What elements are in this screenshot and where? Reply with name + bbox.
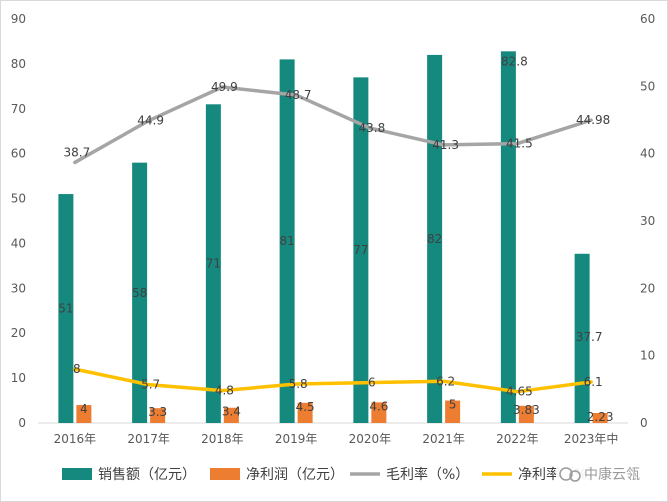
x-tick-label: 2023年中 — [564, 431, 619, 446]
y-left-tick: 90 — [11, 12, 26, 26]
data-label-sales: 51 — [58, 302, 73, 316]
bar-sales — [58, 194, 74, 423]
data-label-net-profit: 3.4 — [222, 405, 241, 419]
y-left-tick: 0 — [18, 416, 26, 430]
data-label-net-margin: 4.8 — [215, 384, 234, 398]
y-right-tick: 60 — [640, 12, 655, 26]
y-left-tick: 70 — [11, 102, 26, 116]
y-left-tick: 60 — [11, 147, 26, 161]
x-tick-label: 2016年 — [54, 432, 97, 446]
data-label-gross-margin: 41.3 — [432, 138, 459, 152]
y-left-tick: 50 — [11, 192, 26, 206]
bar-net-profit — [297, 402, 313, 423]
bar-sales — [132, 162, 148, 423]
watermark-logo-icon — [559, 467, 581, 482]
bar-sales — [205, 104, 221, 424]
legend-label: 毛利率（%） — [386, 466, 469, 483]
x-tick-label: 2020年 — [349, 432, 392, 446]
x-tick-label: 2022年 — [496, 432, 539, 446]
data-label-sales: 82.8 — [501, 54, 528, 68]
bar-net-profit — [592, 412, 608, 423]
data-label-net-profit: 3.83 — [513, 403, 540, 417]
bar-sales — [353, 77, 369, 423]
x-tick-label: 2019年 — [275, 432, 318, 446]
data-label-gross-margin: 41.5 — [506, 137, 533, 151]
line-net-margin — [73, 367, 593, 394]
data-label-gross-margin: 48.7 — [285, 88, 312, 102]
bar-net-profit — [518, 405, 534, 423]
y-left-tick: 80 — [11, 57, 26, 71]
bar-net-profit — [371, 402, 387, 423]
data-label-net-profit: 4.5 — [296, 400, 315, 414]
legend-swatch — [62, 468, 92, 480]
legend-label: 销售额（亿元） — [98, 467, 196, 483]
data-label-sales: 81 — [279, 234, 294, 248]
data-label-net-margin: 6 — [368, 376, 376, 390]
y-left-tick: 30 — [11, 281, 26, 295]
y-right-tick: 30 — [640, 214, 655, 228]
data-label-gross-margin: 49.9 — [211, 80, 238, 94]
x-tick-label: 2017年 — [127, 432, 170, 446]
watermark-text: 中康云瓴 — [584, 466, 640, 483]
y-left-tick: 10 — [11, 371, 26, 385]
data-label-net-margin: 6.2 — [436, 374, 455, 388]
bar-sales — [279, 59, 295, 424]
bar-net-profit — [445, 400, 461, 423]
data-label-net-profit: 5 — [449, 398, 457, 412]
bar-net-profit — [150, 408, 166, 423]
data-label-net-margin: 5.8 — [289, 377, 308, 391]
x-tick-label: 2021年 — [422, 432, 465, 446]
data-label-sales: 37.7 — [576, 330, 603, 344]
data-label-gross-margin: 38.7 — [64, 145, 91, 159]
legend-label: 净利润（亿元） — [246, 467, 344, 483]
data-label-net-margin: 6.1 — [584, 375, 603, 389]
data-label-gross-margin: 44.98 — [576, 113, 610, 127]
y-right-tick: 50 — [640, 79, 655, 93]
y-right-tick: 40 — [640, 147, 655, 161]
data-label-sales: 77 — [353, 243, 368, 257]
data-label-gross-margin: 44.9 — [137, 114, 164, 128]
y-right-tick: 10 — [640, 349, 655, 363]
y-right-tick: 0 — [640, 416, 648, 430]
data-label-net-profit: 4 — [80, 402, 88, 416]
legend-swatch — [210, 468, 240, 480]
line-gross-margin — [73, 85, 593, 165]
data-label-net-margin: 8 — [73, 362, 81, 376]
bar-sales — [574, 253, 590, 423]
bar-net-profit — [223, 407, 239, 423]
data-label-net-margin: 5.7 — [141, 378, 160, 392]
x-tick-label: 2018年 — [201, 432, 244, 446]
y-left-tick: 40 — [11, 236, 26, 250]
bar-sales — [427, 54, 443, 424]
bar-sales — [500, 51, 516, 423]
data-label-net-profit: 3.3 — [148, 405, 167, 419]
data-label-gross-margin: 43.8 — [359, 121, 386, 135]
data-label-sales: 82 — [427, 232, 442, 246]
data-label-net-margin: 4.65 — [506, 385, 533, 399]
data-label-sales: 71 — [206, 257, 221, 271]
data-label-sales: 58 — [132, 286, 147, 300]
bar-net-profit — [76, 405, 92, 423]
data-label-net-profit: 2.23 — [587, 410, 614, 424]
y-left-tick: 20 — [11, 326, 26, 340]
y-right-tick: 20 — [640, 281, 655, 295]
data-label-net-profit: 4.6 — [369, 399, 388, 413]
